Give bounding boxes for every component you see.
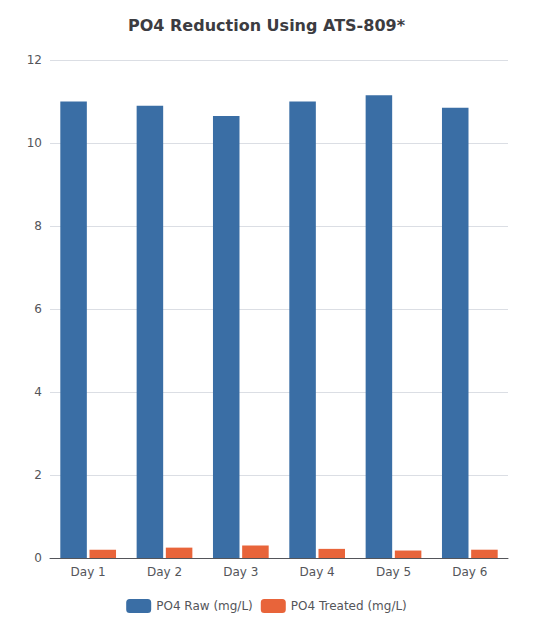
svg-text:Day 3: Day 3	[223, 565, 258, 579]
svg-text:8: 8	[34, 219, 42, 233]
svg-text:2: 2	[34, 468, 42, 482]
svg-text:Day 5: Day 5	[376, 565, 411, 579]
svg-text:10: 10	[27, 136, 42, 150]
svg-text:4: 4	[34, 385, 42, 399]
svg-text:PO4 Reduction Using ATS-809*: PO4 Reduction Using ATS-809*	[128, 16, 406, 35]
svg-text:PO4 Raw (mg/L): PO4 Raw (mg/L)	[156, 599, 253, 613]
svg-text:0: 0	[34, 551, 42, 565]
svg-text:Day 2: Day 2	[147, 565, 182, 579]
svg-text:6: 6	[34, 302, 42, 316]
svg-text:PO4 Treated (mg/L): PO4 Treated (mg/L)	[291, 599, 407, 613]
svg-text:Day 4: Day 4	[300, 565, 335, 579]
svg-text:Day 1: Day 1	[71, 565, 106, 579]
svg-text:Day 6: Day 6	[452, 565, 487, 579]
svg-text:12: 12	[27, 53, 42, 67]
